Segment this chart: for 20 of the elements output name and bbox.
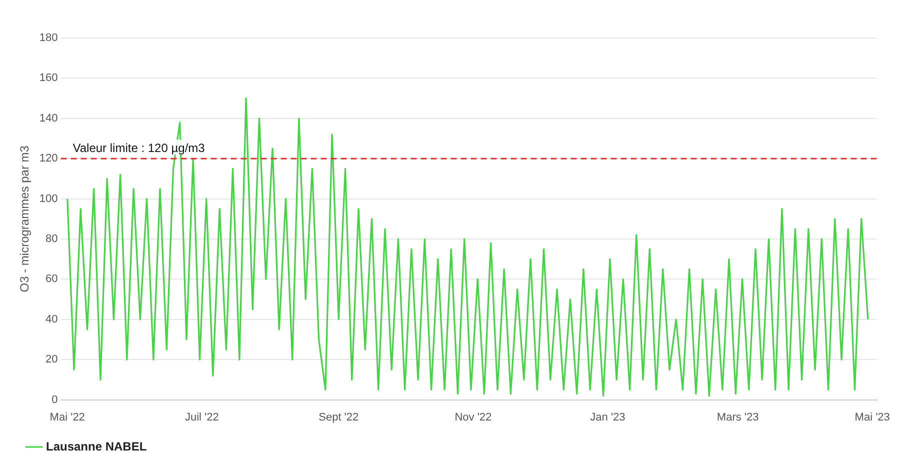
x-tick-label: Jan '23 bbox=[590, 411, 626, 424]
x-tick-label: Sept '22 bbox=[318, 411, 359, 424]
y-tick-label: 180 bbox=[39, 32, 58, 44]
x-tick-label: Mai '23 bbox=[854, 411, 890, 424]
y-tick-label: 40 bbox=[46, 313, 58, 326]
y-tick-label: 0 bbox=[52, 394, 58, 406]
y-tick-label: 80 bbox=[46, 233, 58, 246]
y-tick-label: 140 bbox=[39, 112, 58, 124]
y-tick-label: 100 bbox=[39, 192, 58, 205]
y-axis-title: O3 - microgrammes par m3 bbox=[18, 145, 32, 292]
x-tick-label: Mars '23 bbox=[716, 411, 759, 424]
y-tick-label: 160 bbox=[39, 72, 58, 84]
x-tick-label: Nov '22 bbox=[454, 411, 492, 424]
legend-label: Lausanne NABEL bbox=[46, 439, 147, 454]
x-tick-label: Juil '22 bbox=[184, 411, 219, 424]
ref-line-label: Valeur limite : 120 µg/m3 bbox=[72, 140, 206, 155]
y-tick-label: 120 bbox=[39, 152, 58, 165]
y-tick-label: 20 bbox=[46, 354, 58, 366]
y-tick-label: 60 bbox=[46, 273, 58, 286]
x-tick-label: Mai '22 bbox=[50, 411, 85, 424]
